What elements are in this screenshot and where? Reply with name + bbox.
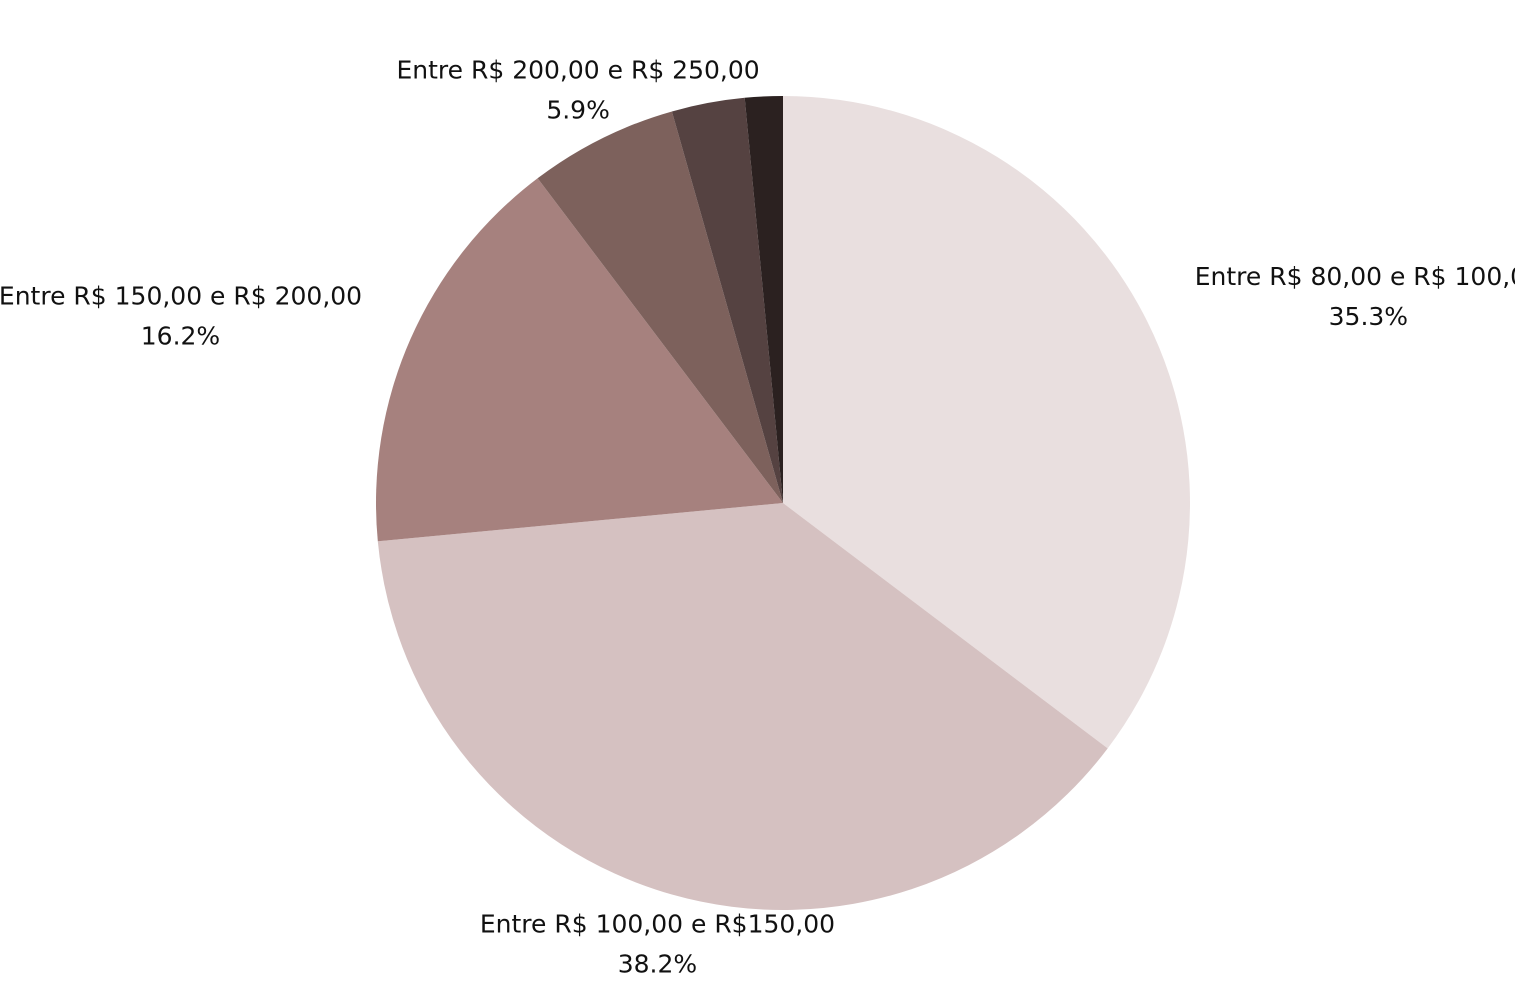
- slice-label: Entre R$ 80,00 e R$ 100,00: [1195, 262, 1515, 291]
- pie-slice: [377, 503, 1108, 910]
- slice-label: Entre R$ 150,00 e R$ 200,00: [0, 282, 362, 311]
- slice-label: Entre R$ 200,00 e R$ 250,00: [396, 55, 759, 84]
- pie-slice: [376, 178, 783, 542]
- slice-value-label: 16.2%: [141, 322, 220, 351]
- slice-label: Entre R$ 100,00 e R$150,00: [480, 909, 835, 938]
- pie-slice: [783, 96, 1190, 749]
- slice-value-label: 35.3%: [1329, 302, 1408, 331]
- pie-slice: [671, 97, 783, 504]
- pie-slice: [744, 96, 783, 503]
- pie-slice: [537, 111, 783, 503]
- slice-value-label: 5.9%: [546, 95, 610, 124]
- slice-value-label: 38.2%: [618, 949, 697, 978]
